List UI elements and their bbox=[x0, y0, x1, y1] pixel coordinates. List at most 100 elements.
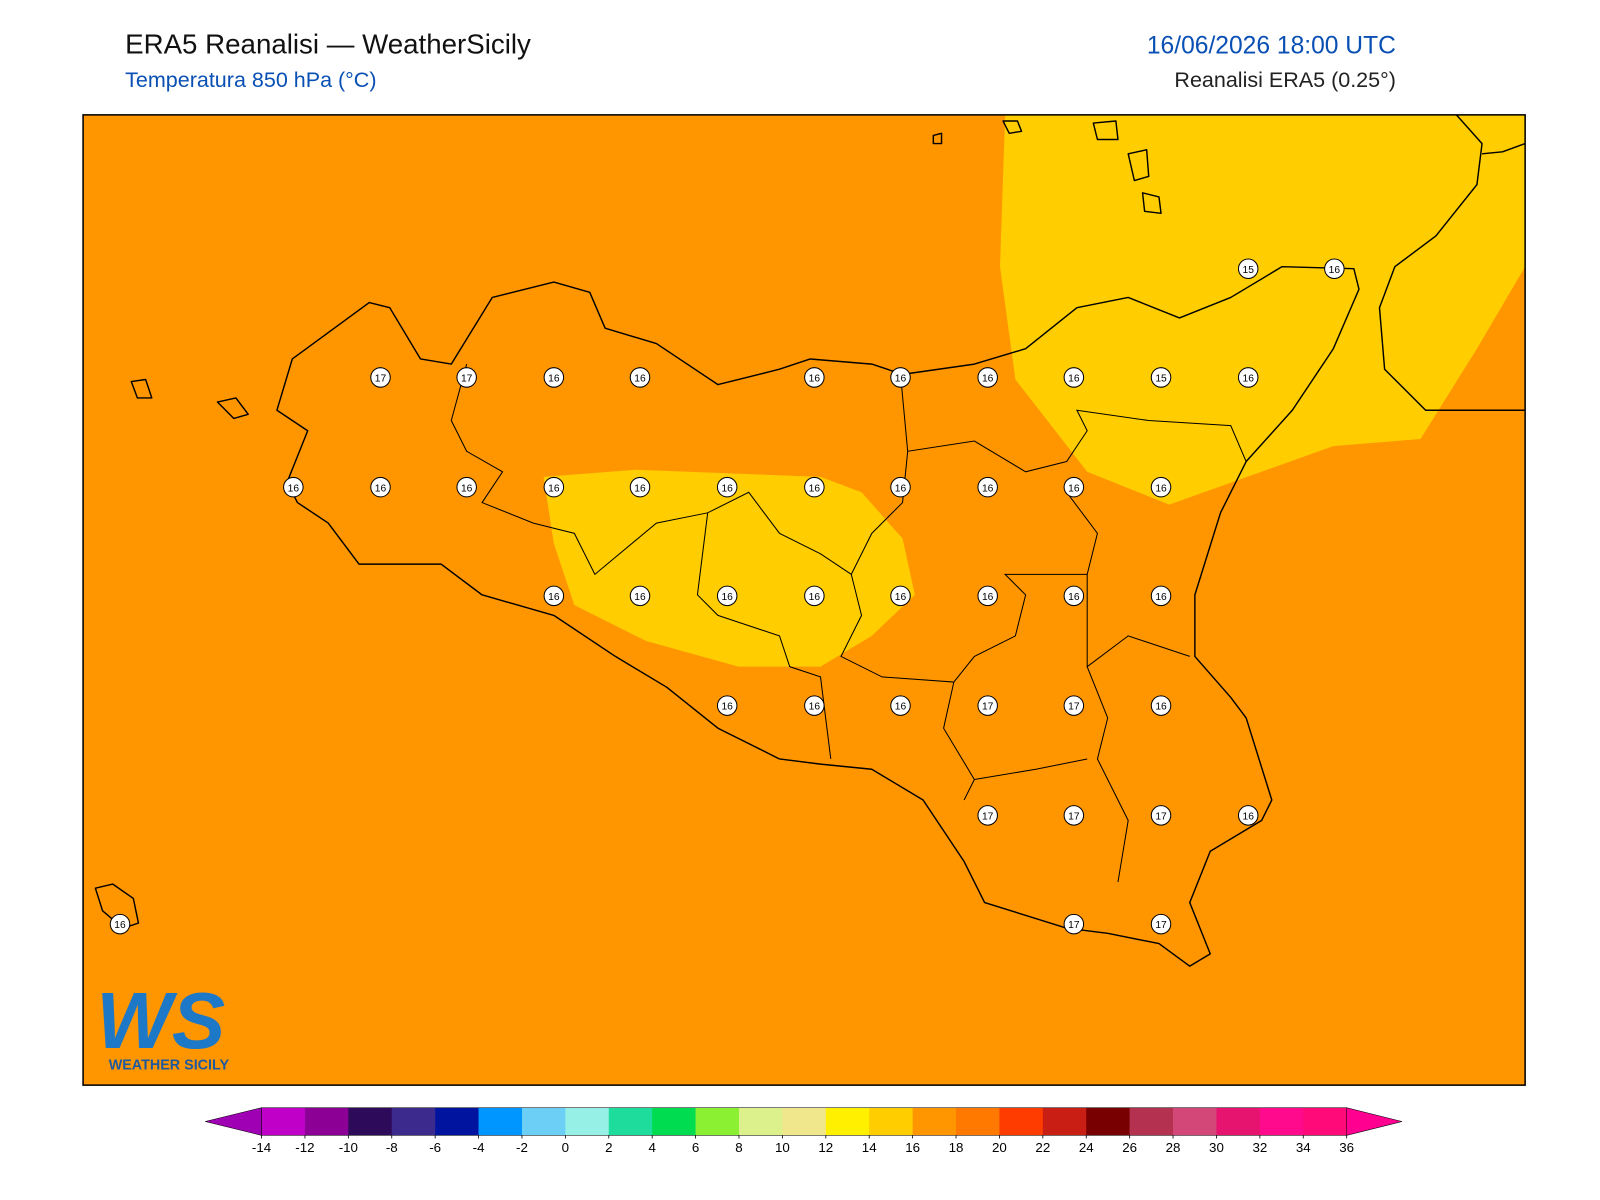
station: 17 bbox=[1063, 805, 1085, 826]
colorbar-tick-label: -8 bbox=[386, 1140, 398, 1155]
colorbar-segment bbox=[348, 1107, 393, 1136]
station: 16 bbox=[1063, 367, 1085, 388]
station-value: 16 bbox=[1155, 592, 1167, 603]
station: 16 bbox=[629, 585, 651, 607]
colorbar-tick-label: 20 bbox=[992, 1140, 1007, 1155]
station-value: 16 bbox=[895, 374, 907, 385]
station: 16 bbox=[543, 476, 565, 498]
temperature-field bbox=[543, 469, 915, 667]
station-value: 16 bbox=[809, 702, 821, 713]
colorbar-tick-label: -6 bbox=[429, 1140, 441, 1155]
station: 17 bbox=[1063, 913, 1085, 935]
station: 16 bbox=[1063, 476, 1085, 498]
colorbar-segment bbox=[1216, 1107, 1261, 1136]
station-marker bbox=[1150, 913, 1172, 935]
station-marker bbox=[977, 695, 998, 716]
coastline bbox=[1481, 142, 1526, 155]
station: 16 bbox=[1237, 805, 1259, 826]
station: 17 bbox=[456, 367, 477, 388]
station-marker bbox=[804, 585, 825, 607]
province-border bbox=[450, 363, 1247, 883]
station: 16 bbox=[1063, 585, 1085, 607]
station-value: 17 bbox=[1068, 702, 1080, 713]
station-value: 16 bbox=[1068, 483, 1080, 494]
station: 16 bbox=[804, 476, 825, 498]
station-value: 16 bbox=[982, 592, 994, 603]
station: 16 bbox=[629, 367, 651, 388]
station: 16 bbox=[543, 367, 565, 388]
colorbar-tick-label: -12 bbox=[295, 1140, 314, 1155]
station: 16 bbox=[109, 913, 131, 935]
source: Reanalisi ERA5 (0.25°) bbox=[1174, 68, 1395, 92]
colorbar-tick-label: 18 bbox=[949, 1140, 964, 1155]
station: 16 bbox=[804, 367, 825, 388]
subtitle: Temperatura 850 hPa (°C) bbox=[125, 68, 376, 92]
colorbar-segment bbox=[912, 1107, 957, 1136]
station-value: 16 bbox=[114, 920, 126, 931]
station-marker bbox=[1150, 695, 1172, 716]
island bbox=[94, 120, 1162, 929]
station-marker bbox=[1237, 367, 1259, 388]
colorbar-tick-label: -2 bbox=[516, 1140, 528, 1155]
station-marker bbox=[1150, 585, 1172, 607]
colorbar-segment bbox=[478, 1107, 523, 1136]
colorbar-segment bbox=[652, 1107, 696, 1136]
station-value: 17 bbox=[1155, 811, 1167, 822]
logo-text: WEATHER SICILY bbox=[109, 1058, 230, 1074]
station: 16 bbox=[1150, 695, 1172, 716]
station-value: 16 bbox=[634, 592, 646, 603]
station-marker bbox=[1063, 585, 1085, 607]
colorbar-segment bbox=[261, 1107, 306, 1136]
station-value: 17 bbox=[1155, 920, 1167, 931]
station-marker bbox=[716, 695, 738, 716]
map-frame bbox=[82, 114, 1526, 1086]
station-value: 16 bbox=[1329, 265, 1341, 276]
station-marker bbox=[109, 913, 131, 935]
station-marker bbox=[629, 367, 651, 388]
station: 16 bbox=[890, 476, 911, 498]
station: 16 bbox=[1150, 476, 1172, 498]
station-value: 16 bbox=[375, 483, 387, 494]
station-marker bbox=[543, 585, 565, 607]
colorbar-tick-label: 26 bbox=[1122, 1140, 1137, 1155]
station: 16 bbox=[370, 476, 391, 498]
colorbar-tick-label: 0 bbox=[562, 1140, 569, 1155]
valid-time: 16/06/2026 18:00 UTC bbox=[1147, 32, 1396, 59]
colorbar-tick-label: 6 bbox=[692, 1140, 699, 1155]
colorbar-segment bbox=[435, 1107, 479, 1136]
colorbar-segment bbox=[521, 1107, 566, 1136]
colorbar-tick-label: 34 bbox=[1296, 1140, 1311, 1155]
station-marker bbox=[370, 367, 391, 388]
station: 16 bbox=[1237, 367, 1259, 388]
station: 16 bbox=[804, 585, 825, 607]
station-marker bbox=[977, 805, 998, 826]
colorbar-segment bbox=[782, 1107, 827, 1136]
colorbar-tick-label: 2 bbox=[605, 1140, 612, 1155]
colorbar-under bbox=[205, 1107, 262, 1136]
station-marker bbox=[890, 585, 911, 607]
colorbar-tick-label: 8 bbox=[735, 1140, 742, 1155]
colorbar-segment bbox=[869, 1107, 913, 1136]
station-value: 16 bbox=[1068, 374, 1080, 385]
colorbar-tick-label: 24 bbox=[1079, 1140, 1094, 1155]
station-marker bbox=[890, 367, 911, 388]
coastline bbox=[276, 265, 1360, 967]
station-marker bbox=[1063, 805, 1085, 826]
station-value: 16 bbox=[548, 374, 560, 385]
station-marker bbox=[977, 476, 998, 498]
station-marker bbox=[890, 695, 911, 716]
station-value: 16 bbox=[895, 483, 907, 494]
station-marker bbox=[804, 695, 825, 716]
colorbar-tick-label: -14 bbox=[252, 1140, 272, 1155]
colorbar-frame bbox=[261, 1107, 1347, 1136]
station: 17 bbox=[977, 695, 998, 716]
station-value: 17 bbox=[982, 702, 994, 713]
station-value: 16 bbox=[1243, 374, 1255, 385]
station: 16 bbox=[890, 585, 911, 607]
colorbar-tick-label: 14 bbox=[862, 1140, 877, 1155]
colorbar-segment bbox=[999, 1107, 1044, 1136]
station-value: 16 bbox=[809, 592, 821, 603]
station-marker bbox=[370, 476, 391, 498]
colorbar-segment bbox=[695, 1107, 740, 1136]
station-value: 16 bbox=[809, 374, 821, 385]
